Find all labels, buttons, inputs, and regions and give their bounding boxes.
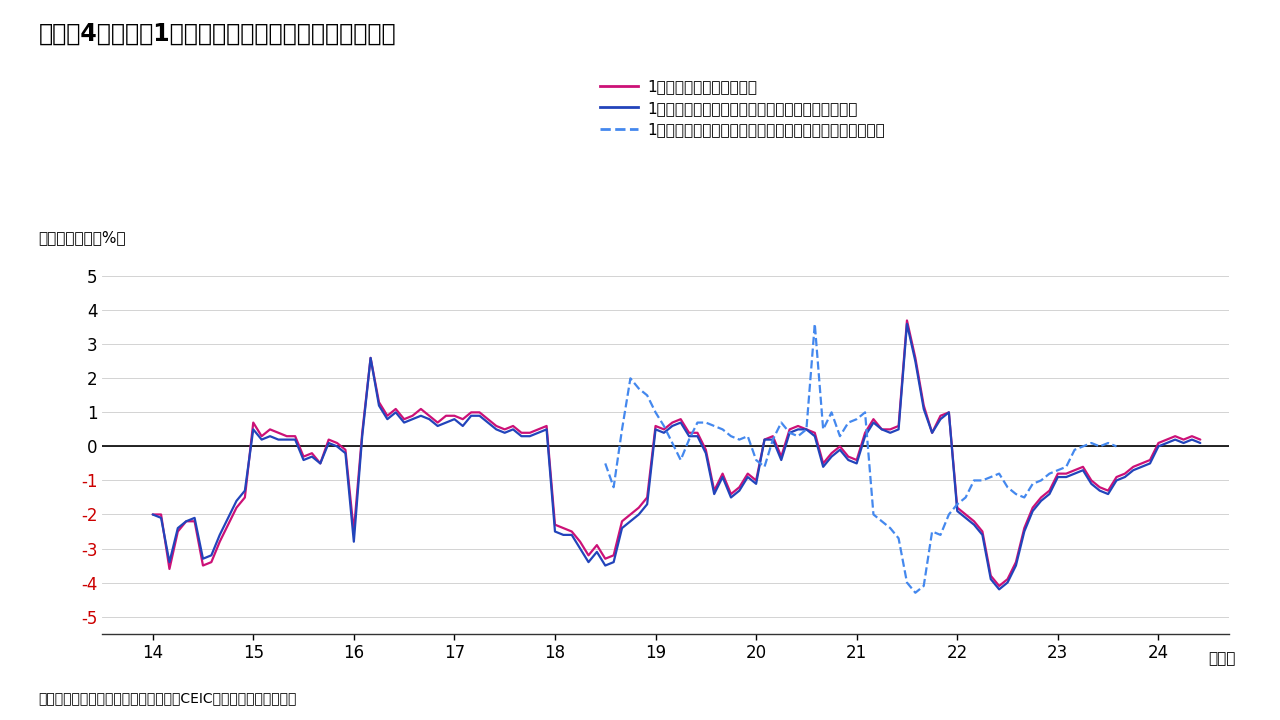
1人あたり実質賃金（公表値、共通事業所ベース）	[1193, 438, 1208, 447]
1人あたり実質賃金（公表値、共通事業所でないベース）	[908, 588, 923, 597]
Text: （図袅4）日本：1人あたり実質平均賃金試算値の推移: （図袅4）日本：1人あたり実質平均賃金試算値の推移	[38, 22, 396, 45]
1人あたり実質賃金（公表値、共通事業所でないベース）	[1059, 462, 1074, 471]
Line: 1人あたり実質賃金試算値: 1人あたり実質賃金試算値	[152, 320, 1201, 586]
1人あたり実質賃金試算値	[992, 582, 1007, 590]
1人あたり実質賃金（公表値、共通事業所ベース）	[413, 411, 429, 420]
1人あたり実質賃金（公表値、共通事業所ベース）	[765, 436, 781, 444]
1人あたり実質賃金（公表値、共通事業所でないベース）	[732, 436, 748, 444]
1人あたり実質賃金試算値	[413, 405, 429, 413]
Text: （前年同月比、%）: （前年同月比、%）	[38, 230, 125, 246]
1人あたり実質賃金（公表値、共通事業所でないベース）	[858, 408, 873, 417]
1人あたり実質賃金試算値	[841, 452, 856, 461]
1人あたり実質賃金（公表値、共通事業所ベース）	[992, 585, 1007, 594]
1人あたり実質賃金（公表値、共通事業所ベース）	[145, 510, 160, 519]
1人あたり実質賃金（公表値、共通事業所ベース）	[900, 320, 915, 328]
1人あたり実質賃金試算値	[212, 537, 228, 546]
1人あたり実質賃金（公表値、共通事業所でないベース）	[1108, 442, 1124, 451]
1人あたり実質賃金試算値	[790, 422, 805, 431]
1人あたり実質賃金試算値	[1193, 436, 1208, 444]
1人あたり実質賃金試算値	[765, 432, 781, 441]
1人あたり実質賃金（公表値、共通事業所ベース）	[841, 456, 856, 464]
1人あたり実質賃金（公表値、共通事業所でないベース）	[598, 459, 613, 468]
1人あたり実質賃金（公表値、共通事業所でないベース）	[924, 527, 940, 536]
Line: 1人あたり実質賃金（公表値、共通事業所ベース）: 1人あたり実質賃金（公表値、共通事業所ベース）	[152, 324, 1201, 590]
1人あたり実質賃金試算値	[640, 493, 655, 502]
1人あたり実質賃金（公表値、共通事業所でないベース）	[640, 391, 655, 400]
1人あたり実質賃金（公表値、共通事業所でないベース）	[808, 320, 823, 328]
Legend: 1人あたり実質賃金試算値, 1人あたり実質賃金（公表値、共通事業所ベース）, 1人あたり実質賃金（公表値、共通事業所でないベース）: 1人あたり実質賃金試算値, 1人あたり実質賃金（公表値、共通事業所ベース）, 1…	[600, 80, 884, 137]
1人あたり実質賃金（公表値、共通事業所ベース）	[212, 531, 228, 539]
1人あたり実質賃金（公表値、共通事業所ベース）	[790, 425, 805, 433]
1人あたり実質賃金（公表値、共通事業所でないベース）	[698, 418, 713, 427]
1人あたり実質賃金試算値	[900, 316, 915, 325]
Text: （年）: （年）	[1208, 652, 1235, 667]
Line: 1人あたり実質賃金（公表値、共通事業所でないベース）: 1人あたり実質賃金（公表値、共通事業所でないベース）	[605, 324, 1116, 593]
1人あたり実質賃金試算値	[145, 510, 160, 519]
1人あたり実質賃金（公表値、共通事業所ベース）	[640, 500, 655, 508]
Text: （出所）毎月勤労統計や労働力調査、CEICからインベスコが試算: （出所）毎月勤労統計や労働力調査、CEICからインベスコが試算	[38, 692, 297, 706]
